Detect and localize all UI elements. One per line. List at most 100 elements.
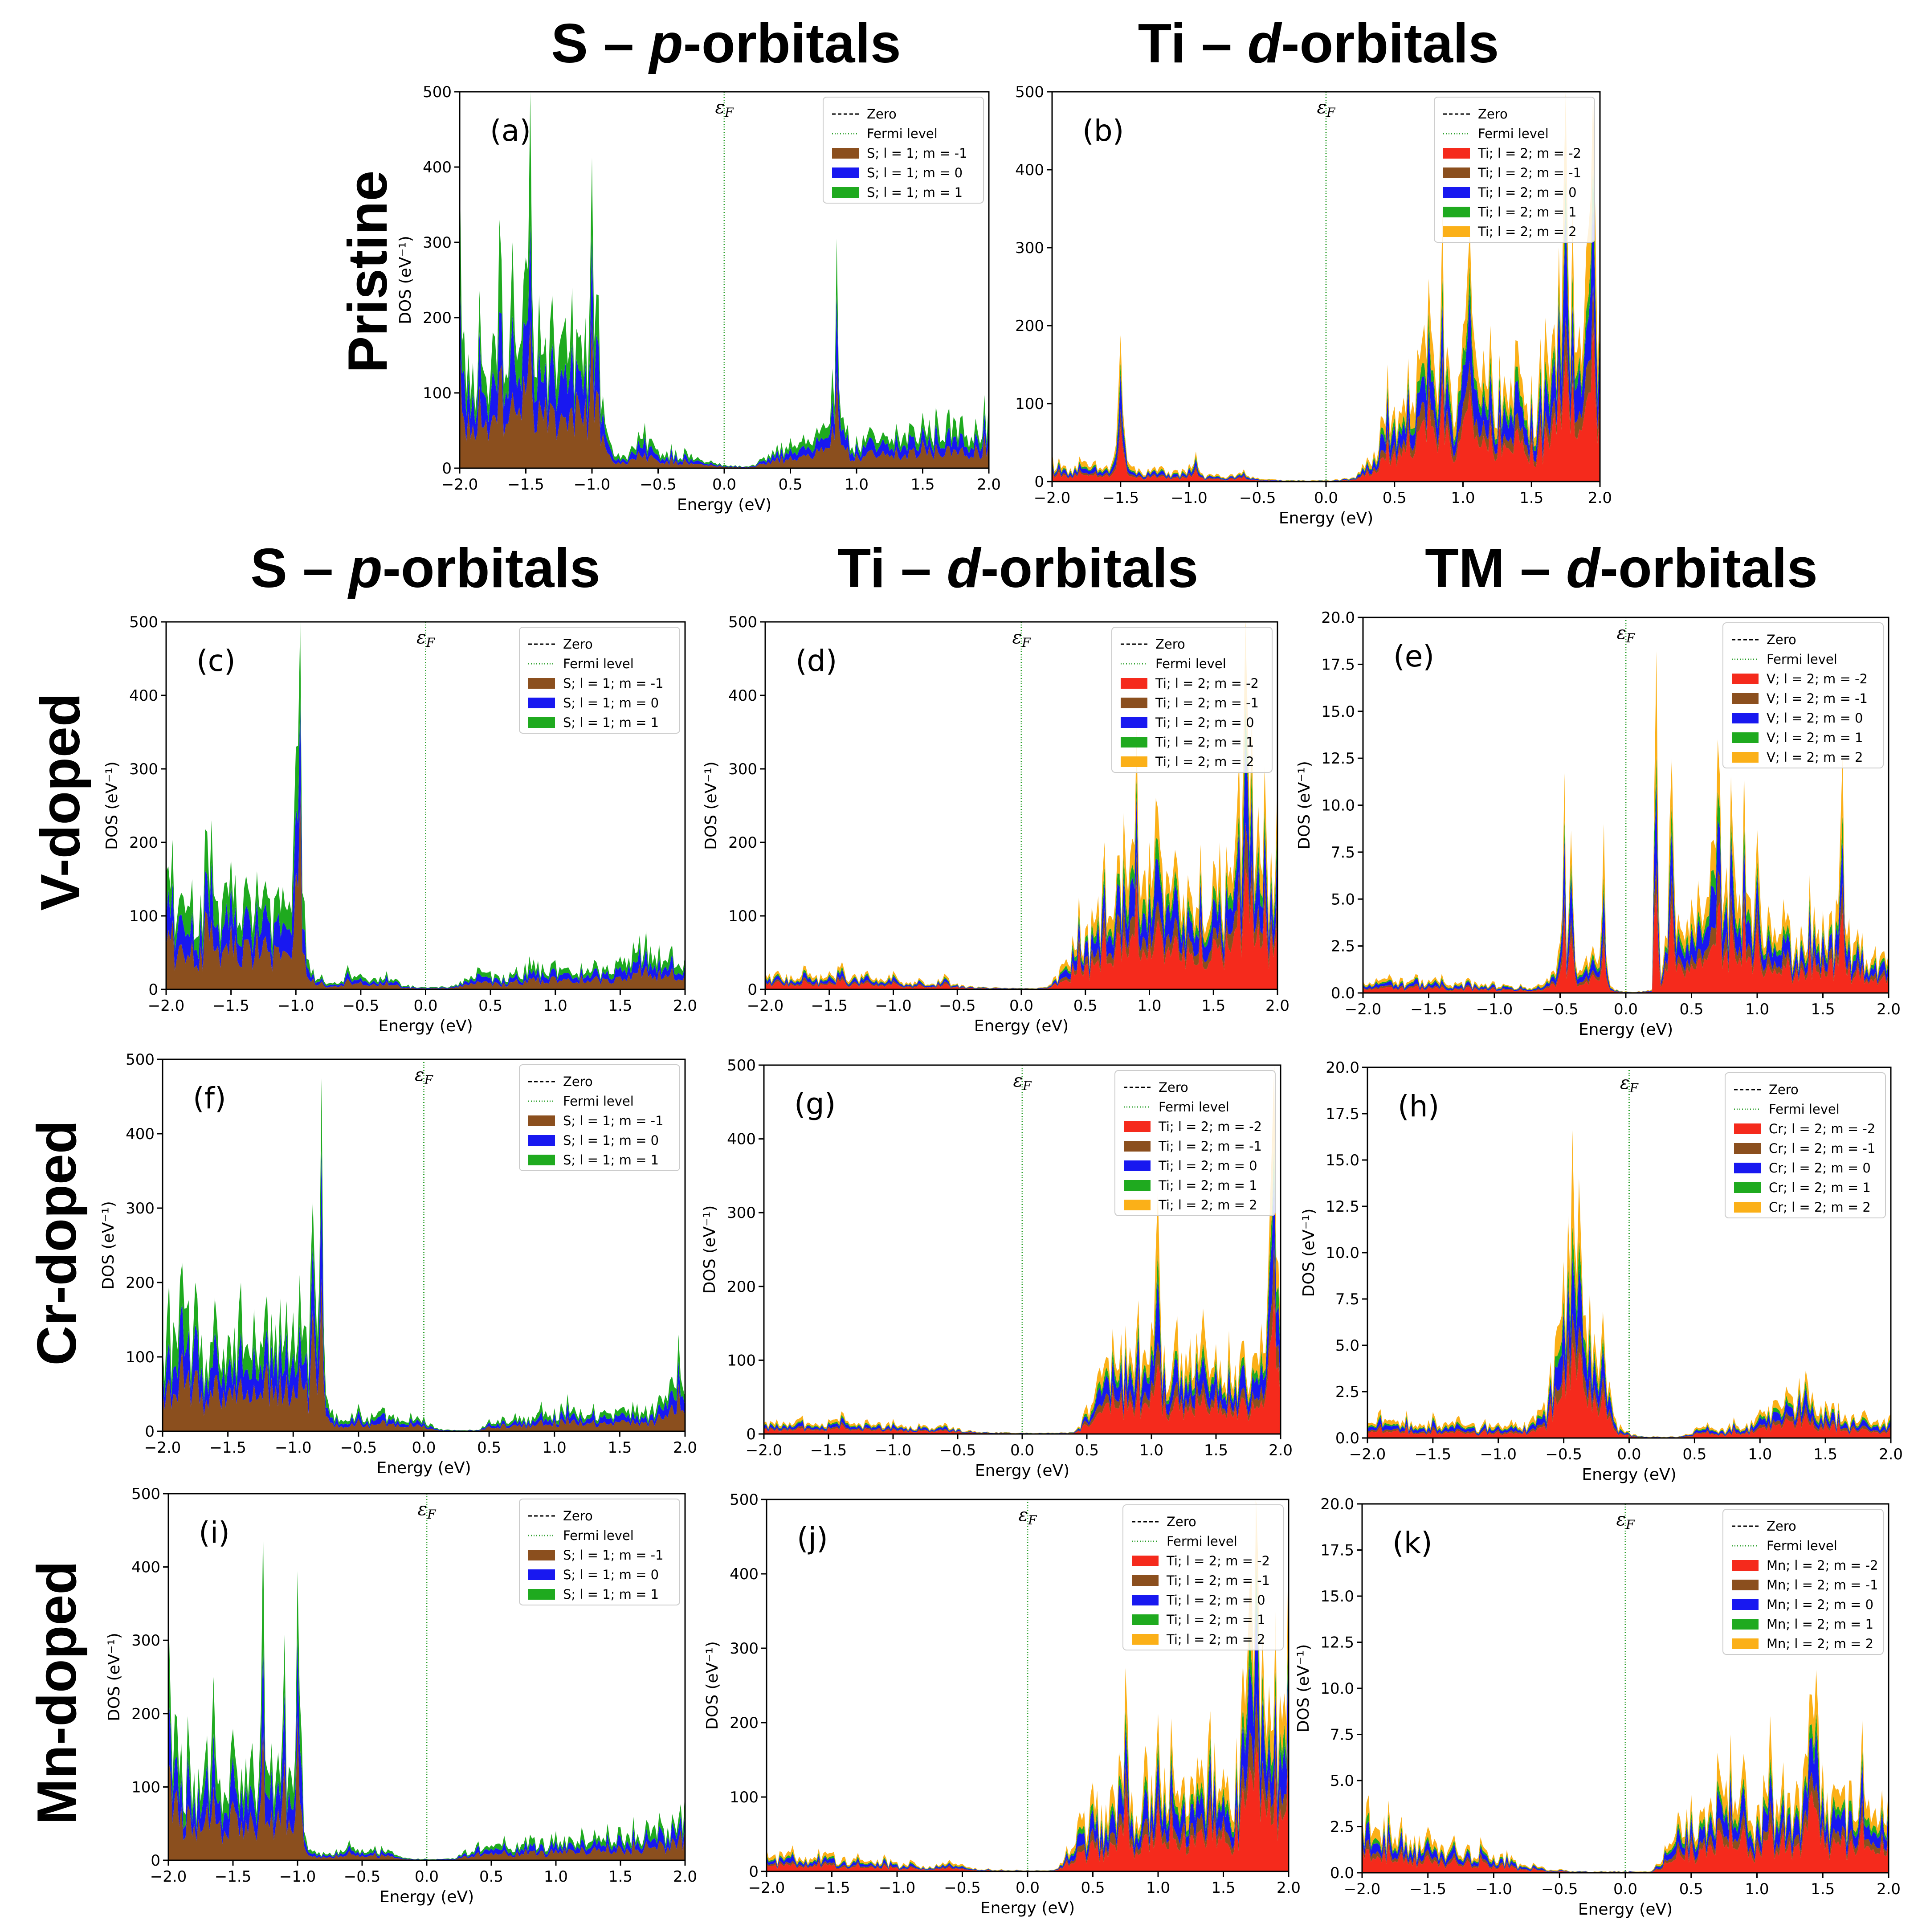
legend-entry-label: Zero bbox=[1155, 637, 1185, 652]
x-tick-label: 2.0 bbox=[1877, 1001, 1901, 1018]
legend-swatch bbox=[1732, 732, 1759, 743]
legend-entry-label: S; l = 1; m = -1 bbox=[867, 146, 967, 161]
legend-entry-label: Cr; l = 2; m = 0 bbox=[1769, 1160, 1871, 1176]
legend-entry-label: Fermi level bbox=[1478, 126, 1549, 141]
panel-label: (e) bbox=[1393, 639, 1434, 674]
legend-entry-label: S; l = 1; m = 1 bbox=[563, 715, 659, 730]
legend-swatch bbox=[1732, 713, 1759, 723]
y-tick-label: 10.0 bbox=[1326, 1244, 1359, 1262]
panel-label: (i) bbox=[199, 1515, 230, 1550]
legend-entry-label: Zero bbox=[1159, 1080, 1188, 1095]
series-area-m-m2 bbox=[765, 868, 1277, 989]
legend-entry-label: Ti; l = 2; m = 0 bbox=[1158, 1158, 1257, 1173]
x-tick-label: −1.5 bbox=[209, 1439, 246, 1457]
x-tick-label: 0.5 bbox=[1383, 489, 1407, 507]
y-tick-label: 12.5 bbox=[1321, 750, 1355, 768]
x-tick-label: 0.5 bbox=[778, 476, 802, 494]
fermi-symbol-label: εF bbox=[1019, 1505, 1037, 1528]
legend-entry-label: Ti; l = 2; m = 1 bbox=[1477, 204, 1577, 220]
x-tick-label: 1.5 bbox=[1519, 489, 1543, 507]
legend-entry-label: S; l = 1; m = 1 bbox=[563, 1587, 659, 1602]
legend-entry-label: Mn; l = 2; m = 0 bbox=[1767, 1597, 1873, 1612]
x-tick-label: −0.5 bbox=[1542, 1001, 1579, 1018]
legend-swatch bbox=[1121, 698, 1147, 708]
legend-swatch bbox=[1732, 674, 1759, 684]
dos-areas bbox=[168, 1527, 685, 1860]
x-tick-label: −0.5 bbox=[1541, 1880, 1578, 1898]
x-axis-label: Energy (eV) bbox=[980, 1899, 1075, 1917]
x-tick-label: 1.5 bbox=[608, 1439, 632, 1457]
x-axis-label: Energy (eV) bbox=[1582, 1466, 1676, 1484]
x-tick-label: −0.5 bbox=[343, 997, 380, 1015]
x-tick-label: 0.0 bbox=[1613, 1880, 1637, 1898]
legend-entry-label: Zero bbox=[1767, 1519, 1796, 1534]
column-header-top-ti: Ti – d-orbitals bbox=[1138, 13, 1499, 74]
dos-areas bbox=[166, 622, 685, 989]
y-tick-label: 200 bbox=[423, 309, 452, 327]
legend-entry-label: Fermi level bbox=[1767, 1538, 1837, 1553]
y-tick-label: 300 bbox=[423, 234, 452, 252]
legend-entry-label: Ti; l = 2; m = 1 bbox=[1166, 1612, 1265, 1627]
y-tick-label: 0 bbox=[1034, 473, 1044, 491]
legend-entry-label: Ti; l = 2; m = -1 bbox=[1477, 165, 1581, 180]
x-tick-label: 1.5 bbox=[608, 997, 632, 1015]
x-tick-label: 0.0 bbox=[712, 476, 736, 494]
y-axis-label: DOS (eV⁻¹) bbox=[99, 1201, 118, 1290]
y-axis-label: DOS (eV⁻¹) bbox=[396, 236, 415, 324]
legend-swatch bbox=[528, 1589, 555, 1600]
y-tick-label: 200 bbox=[129, 834, 158, 852]
x-tick-label: −1.0 bbox=[277, 997, 314, 1015]
panel-label: (b) bbox=[1082, 114, 1124, 148]
legend-entry-label: Cr; l = 2; m = 1 bbox=[1769, 1180, 1871, 1195]
legend-box bbox=[823, 97, 984, 204]
x-tick-label: 1.0 bbox=[1748, 1446, 1772, 1463]
y-tick-label: 400 bbox=[1015, 161, 1044, 179]
legend-entry-label: V; l = 2; m = 0 bbox=[1767, 711, 1863, 726]
legend-swatch bbox=[1734, 1202, 1761, 1213]
legend-box bbox=[1111, 627, 1273, 773]
x-tick-label: −1.5 bbox=[1415, 1446, 1452, 1463]
legend-entry-label: Fermi level bbox=[1769, 1102, 1840, 1117]
legend-box bbox=[1114, 1070, 1276, 1216]
series-area-m-0 bbox=[168, 1637, 685, 1860]
panel-label: (k) bbox=[1392, 1526, 1432, 1560]
legend-swatch bbox=[528, 1135, 555, 1146]
x-tick-label: −2.0 bbox=[144, 1439, 181, 1457]
legend-entry-label: Ti; l = 2; m = -2 bbox=[1477, 146, 1581, 161]
legend-entry-label: Ti; l = 2; m = 0 bbox=[1155, 715, 1254, 730]
y-tick-label: 0.0 bbox=[1330, 1864, 1354, 1882]
legend-box bbox=[1725, 1072, 1886, 1218]
legend-entry-label: Mn; l = 2; m = -2 bbox=[1767, 1558, 1878, 1573]
x-tick-label: −2.0 bbox=[441, 476, 478, 494]
legend-entry-label: Zero bbox=[1767, 632, 1796, 647]
legend-swatch bbox=[528, 1115, 555, 1126]
x-tick-label: −0.5 bbox=[939, 997, 976, 1015]
x-tick-label: 2.0 bbox=[1277, 1879, 1301, 1897]
panel-label: (a) bbox=[490, 114, 531, 148]
legend-swatch bbox=[1732, 1560, 1759, 1571]
x-tick-label: 1.0 bbox=[544, 1868, 568, 1886]
x-tick-label: −2.0 bbox=[748, 1879, 785, 1897]
legend-swatch bbox=[1732, 693, 1759, 704]
subplot-c: εF −2.0 −1.5 −1.0 −0.5 0.0 0.5 1.0 1.5 2.0 0 100 200… bbox=[103, 613, 697, 1035]
x-tick-label: −1.0 bbox=[1475, 1880, 1512, 1898]
y-tick-label: 400 bbox=[728, 687, 757, 705]
y-tick-label: 5.0 bbox=[1331, 890, 1355, 908]
fermi-symbol-label: εF bbox=[1012, 627, 1031, 650]
x-tick-label: 1.0 bbox=[1745, 1001, 1769, 1018]
x-tick-label: 2.0 bbox=[1879, 1446, 1903, 1463]
legend-swatch bbox=[1124, 1180, 1151, 1191]
y-tick-label: 0 bbox=[151, 1852, 160, 1870]
y-tick-label: 300 bbox=[730, 1640, 759, 1658]
x-tick-label: 0.5 bbox=[1073, 997, 1098, 1015]
y-tick-label: 300 bbox=[126, 1200, 155, 1217]
legend-entry-label: Fermi level bbox=[563, 1094, 634, 1109]
x-tick-label: 0.0 bbox=[1016, 1879, 1040, 1897]
subplot-e: εF −2.0 −1.5 −1.0 −0.5 0.0 0.5 1.0 1.5 2.0 0.0 2.5 5… bbox=[1295, 609, 1901, 1039]
y-tick-label: 500 bbox=[727, 1057, 756, 1074]
x-tick-label: 0.0 bbox=[1314, 489, 1338, 507]
y-axis-label: DOS (eV⁻¹) bbox=[701, 1205, 719, 1294]
x-axis-label: Energy (eV) bbox=[1579, 1021, 1673, 1039]
y-tick-label: 2.5 bbox=[1335, 1383, 1359, 1401]
y-tick-label: 300 bbox=[728, 760, 757, 778]
